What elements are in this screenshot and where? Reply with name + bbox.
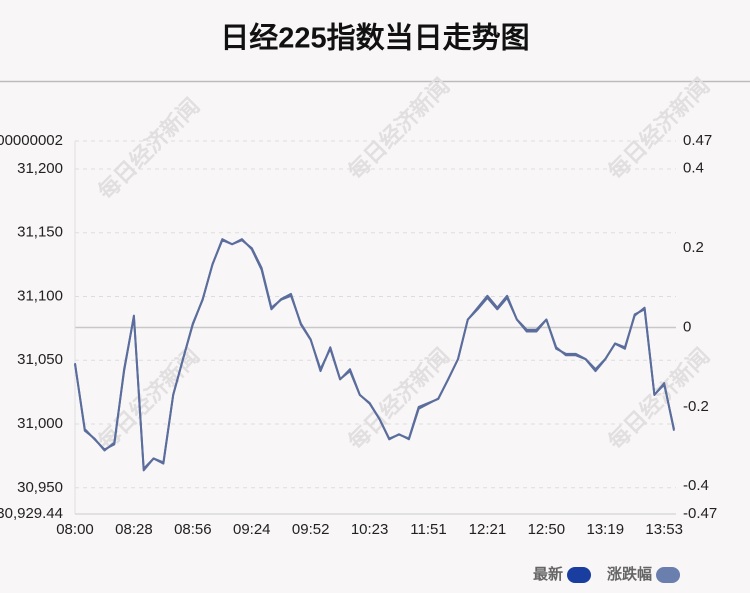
x-tick-label: 12:21	[469, 521, 507, 538]
y2-tick-label: -0.47	[683, 505, 717, 522]
legend-swatch	[567, 567, 592, 583]
x-tick-label: 10:23	[351, 521, 389, 538]
y-tick-label: 31,050	[17, 351, 63, 368]
x-tick-label: 13:19	[587, 521, 625, 538]
y-tick-label: 30,929.44	[0, 505, 63, 522]
x-tick-label: 08:56	[174, 521, 212, 538]
x-tick-label: 12:50	[528, 521, 566, 538]
y-tick-label: 30,950	[17, 479, 63, 496]
y2-tick-label: 0.2	[683, 239, 704, 256]
chart-title: 日经225指数当日走势图	[220, 21, 529, 55]
x-tick-label: 09:24	[233, 521, 271, 538]
x-tick-label: 09:52	[292, 521, 330, 538]
legend-label: 最新	[533, 565, 563, 583]
y2-tick-label: -0.4	[683, 477, 709, 494]
line	[74, 239, 675, 472]
y2-tick-label: 0.4	[683, 160, 704, 177]
y-tick-label: 31,150	[17, 224, 63, 241]
y-tick-label: 31,000	[17, 415, 63, 432]
y2-tick-label: 0	[683, 318, 691, 335]
y-tick-label: 31,221.9400000002	[0, 132, 63, 149]
x-tick-label: 13:53	[645, 521, 683, 538]
y2-tick-label: 0.47	[683, 132, 712, 149]
x-tick-label: 11:51	[410, 521, 446, 538]
legend-label: 涨跌幅	[607, 565, 652, 583]
x-tick-label: 08:00	[56, 521, 94, 538]
x-tick-label: 08:28	[115, 521, 153, 538]
y2-tick-label: -0.2	[683, 398, 709, 415]
y-tick-label: 31,200	[17, 160, 63, 177]
y-tick-label: 31,100	[17, 287, 63, 304]
legend-swatch	[656, 567, 681, 583]
